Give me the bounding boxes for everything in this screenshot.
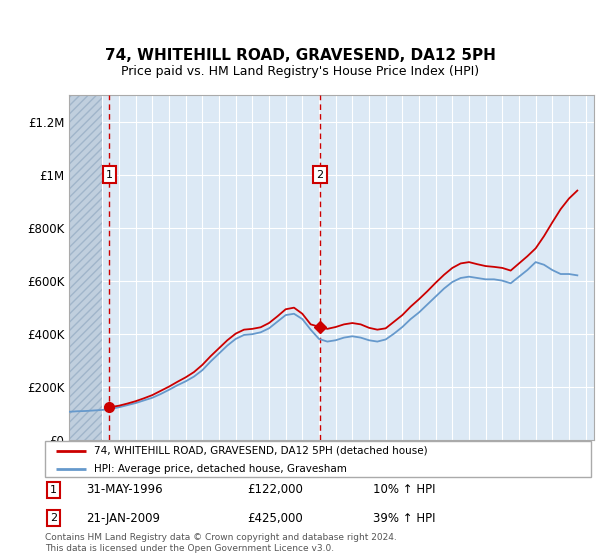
- Text: 74, WHITEHILL ROAD, GRAVESEND, DA12 5PH (detached house): 74, WHITEHILL ROAD, GRAVESEND, DA12 5PH …: [94, 446, 428, 456]
- Text: 2: 2: [50, 513, 57, 523]
- Text: 1: 1: [106, 170, 113, 180]
- FancyBboxPatch shape: [45, 441, 591, 477]
- Text: HPI: Average price, detached house, Gravesham: HPI: Average price, detached house, Grav…: [94, 464, 347, 474]
- Text: 31-MAY-1996: 31-MAY-1996: [86, 483, 163, 496]
- Text: £425,000: £425,000: [247, 512, 303, 525]
- Bar: [69, 95, 103, 440]
- Text: Price paid vs. HM Land Registry's House Price Index (HPI): Price paid vs. HM Land Registry's House …: [121, 65, 479, 78]
- Text: 1: 1: [50, 485, 56, 495]
- Text: Contains HM Land Registry data © Crown copyright and database right 2024.
This d: Contains HM Land Registry data © Crown c…: [45, 533, 397, 553]
- Text: 2: 2: [316, 170, 323, 180]
- Text: 21-JAN-2009: 21-JAN-2009: [86, 512, 160, 525]
- Text: 10% ↑ HPI: 10% ↑ HPI: [373, 483, 435, 496]
- Text: £122,000: £122,000: [247, 483, 303, 496]
- Text: 74, WHITEHILL ROAD, GRAVESEND, DA12 5PH: 74, WHITEHILL ROAD, GRAVESEND, DA12 5PH: [104, 49, 496, 63]
- Text: 39% ↑ HPI: 39% ↑ HPI: [373, 512, 435, 525]
